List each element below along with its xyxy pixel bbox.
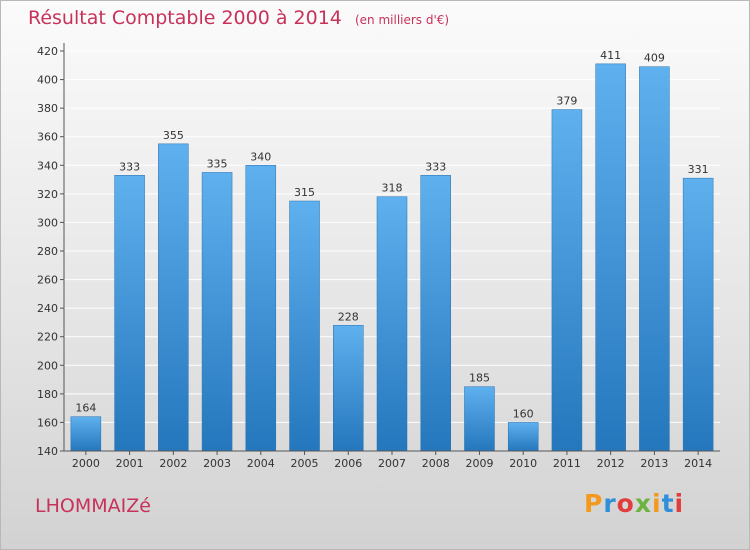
bar xyxy=(682,177,714,452)
x-tick-label: 2009 xyxy=(465,457,493,470)
x-tick-label: 2012 xyxy=(597,457,625,470)
x-tick-label: 2008 xyxy=(422,457,450,470)
value-label: 315 xyxy=(294,186,315,199)
value-label: 331 xyxy=(688,163,709,176)
value-label: 335 xyxy=(207,157,228,170)
y-tick-label: 420 xyxy=(37,45,58,58)
y-tick-label: 340 xyxy=(37,159,58,172)
logo-letter: i xyxy=(674,489,685,518)
logo-letter: P xyxy=(584,489,604,518)
value-label: 333 xyxy=(425,160,446,173)
bar xyxy=(289,200,320,452)
value-label: 185 xyxy=(469,372,490,385)
value-label: 411 xyxy=(600,49,621,62)
bar xyxy=(595,63,626,452)
y-tick-label: 220 xyxy=(37,331,58,344)
value-label: 355 xyxy=(163,129,184,142)
x-tick-label: 2000 xyxy=(72,457,100,470)
y-tick-label: 140 xyxy=(37,445,58,458)
bar xyxy=(201,172,233,452)
x-tick-label: 2013 xyxy=(640,457,668,470)
x-tick-label: 2006 xyxy=(334,457,362,470)
commune-name: LHOMMAIZé xyxy=(35,495,151,517)
logo-letter: i xyxy=(652,489,662,518)
y-tick-label: 160 xyxy=(37,416,58,429)
logo-letter: x xyxy=(634,489,652,518)
x-tick-label: 2014 xyxy=(684,457,712,470)
x-tick-label: 2003 xyxy=(203,457,231,470)
bar xyxy=(70,416,102,452)
value-label: 318 xyxy=(382,182,403,195)
logo-letter: o xyxy=(616,489,635,518)
value-label: 228 xyxy=(338,310,359,323)
bar xyxy=(376,196,408,452)
logo-letter: r xyxy=(603,489,617,518)
y-tick-label: 300 xyxy=(37,216,58,229)
x-tick-label: 2010 xyxy=(509,457,537,470)
x-tick-label: 2001 xyxy=(116,457,144,470)
y-tick-label: 280 xyxy=(37,245,58,258)
bar xyxy=(639,66,670,452)
bar xyxy=(245,165,277,452)
value-label: 340 xyxy=(250,150,271,163)
proxiti-logo: Proxiti xyxy=(584,489,684,518)
y-tick-label: 380 xyxy=(37,102,58,115)
bar xyxy=(158,143,189,452)
bar xyxy=(420,175,451,452)
x-tick-label: 2002 xyxy=(159,457,187,470)
bar xyxy=(333,325,364,452)
chart-subtitle: (en milliers d'€) xyxy=(354,13,450,27)
value-label: 164 xyxy=(75,402,96,415)
y-tick-label: 260 xyxy=(37,274,58,287)
value-label: 333 xyxy=(119,160,140,173)
x-tick-label: 2011 xyxy=(553,457,581,470)
x-tick-label: 2004 xyxy=(247,457,275,470)
bar xyxy=(114,175,145,452)
y-tick-label: 320 xyxy=(37,188,58,201)
x-tick-label: 2007 xyxy=(378,457,406,470)
chart-title: Résultat Comptable 2000 à 2014 xyxy=(28,7,342,29)
y-tick-label: 240 xyxy=(37,302,58,315)
y-tick-label: 180 xyxy=(37,388,58,401)
axes: 140 160 180 200 220 240 260 280 300 320 340 360 380 4… xyxy=(37,43,720,470)
title-row: Résultat Comptable 2000 à 2014 (en milli… xyxy=(28,7,449,29)
logo-letter: t xyxy=(661,489,675,518)
value-label: 379 xyxy=(556,95,577,108)
bars xyxy=(70,63,714,452)
y-tick-label: 400 xyxy=(37,74,58,87)
bar xyxy=(507,422,539,452)
y-tick-label: 360 xyxy=(37,131,58,144)
value-label: 409 xyxy=(644,52,665,65)
bar xyxy=(551,109,583,452)
y-tick-label: 200 xyxy=(37,359,58,372)
bar xyxy=(464,386,495,452)
value-label: 160 xyxy=(513,407,534,420)
x-tick-label: 2005 xyxy=(291,457,319,470)
